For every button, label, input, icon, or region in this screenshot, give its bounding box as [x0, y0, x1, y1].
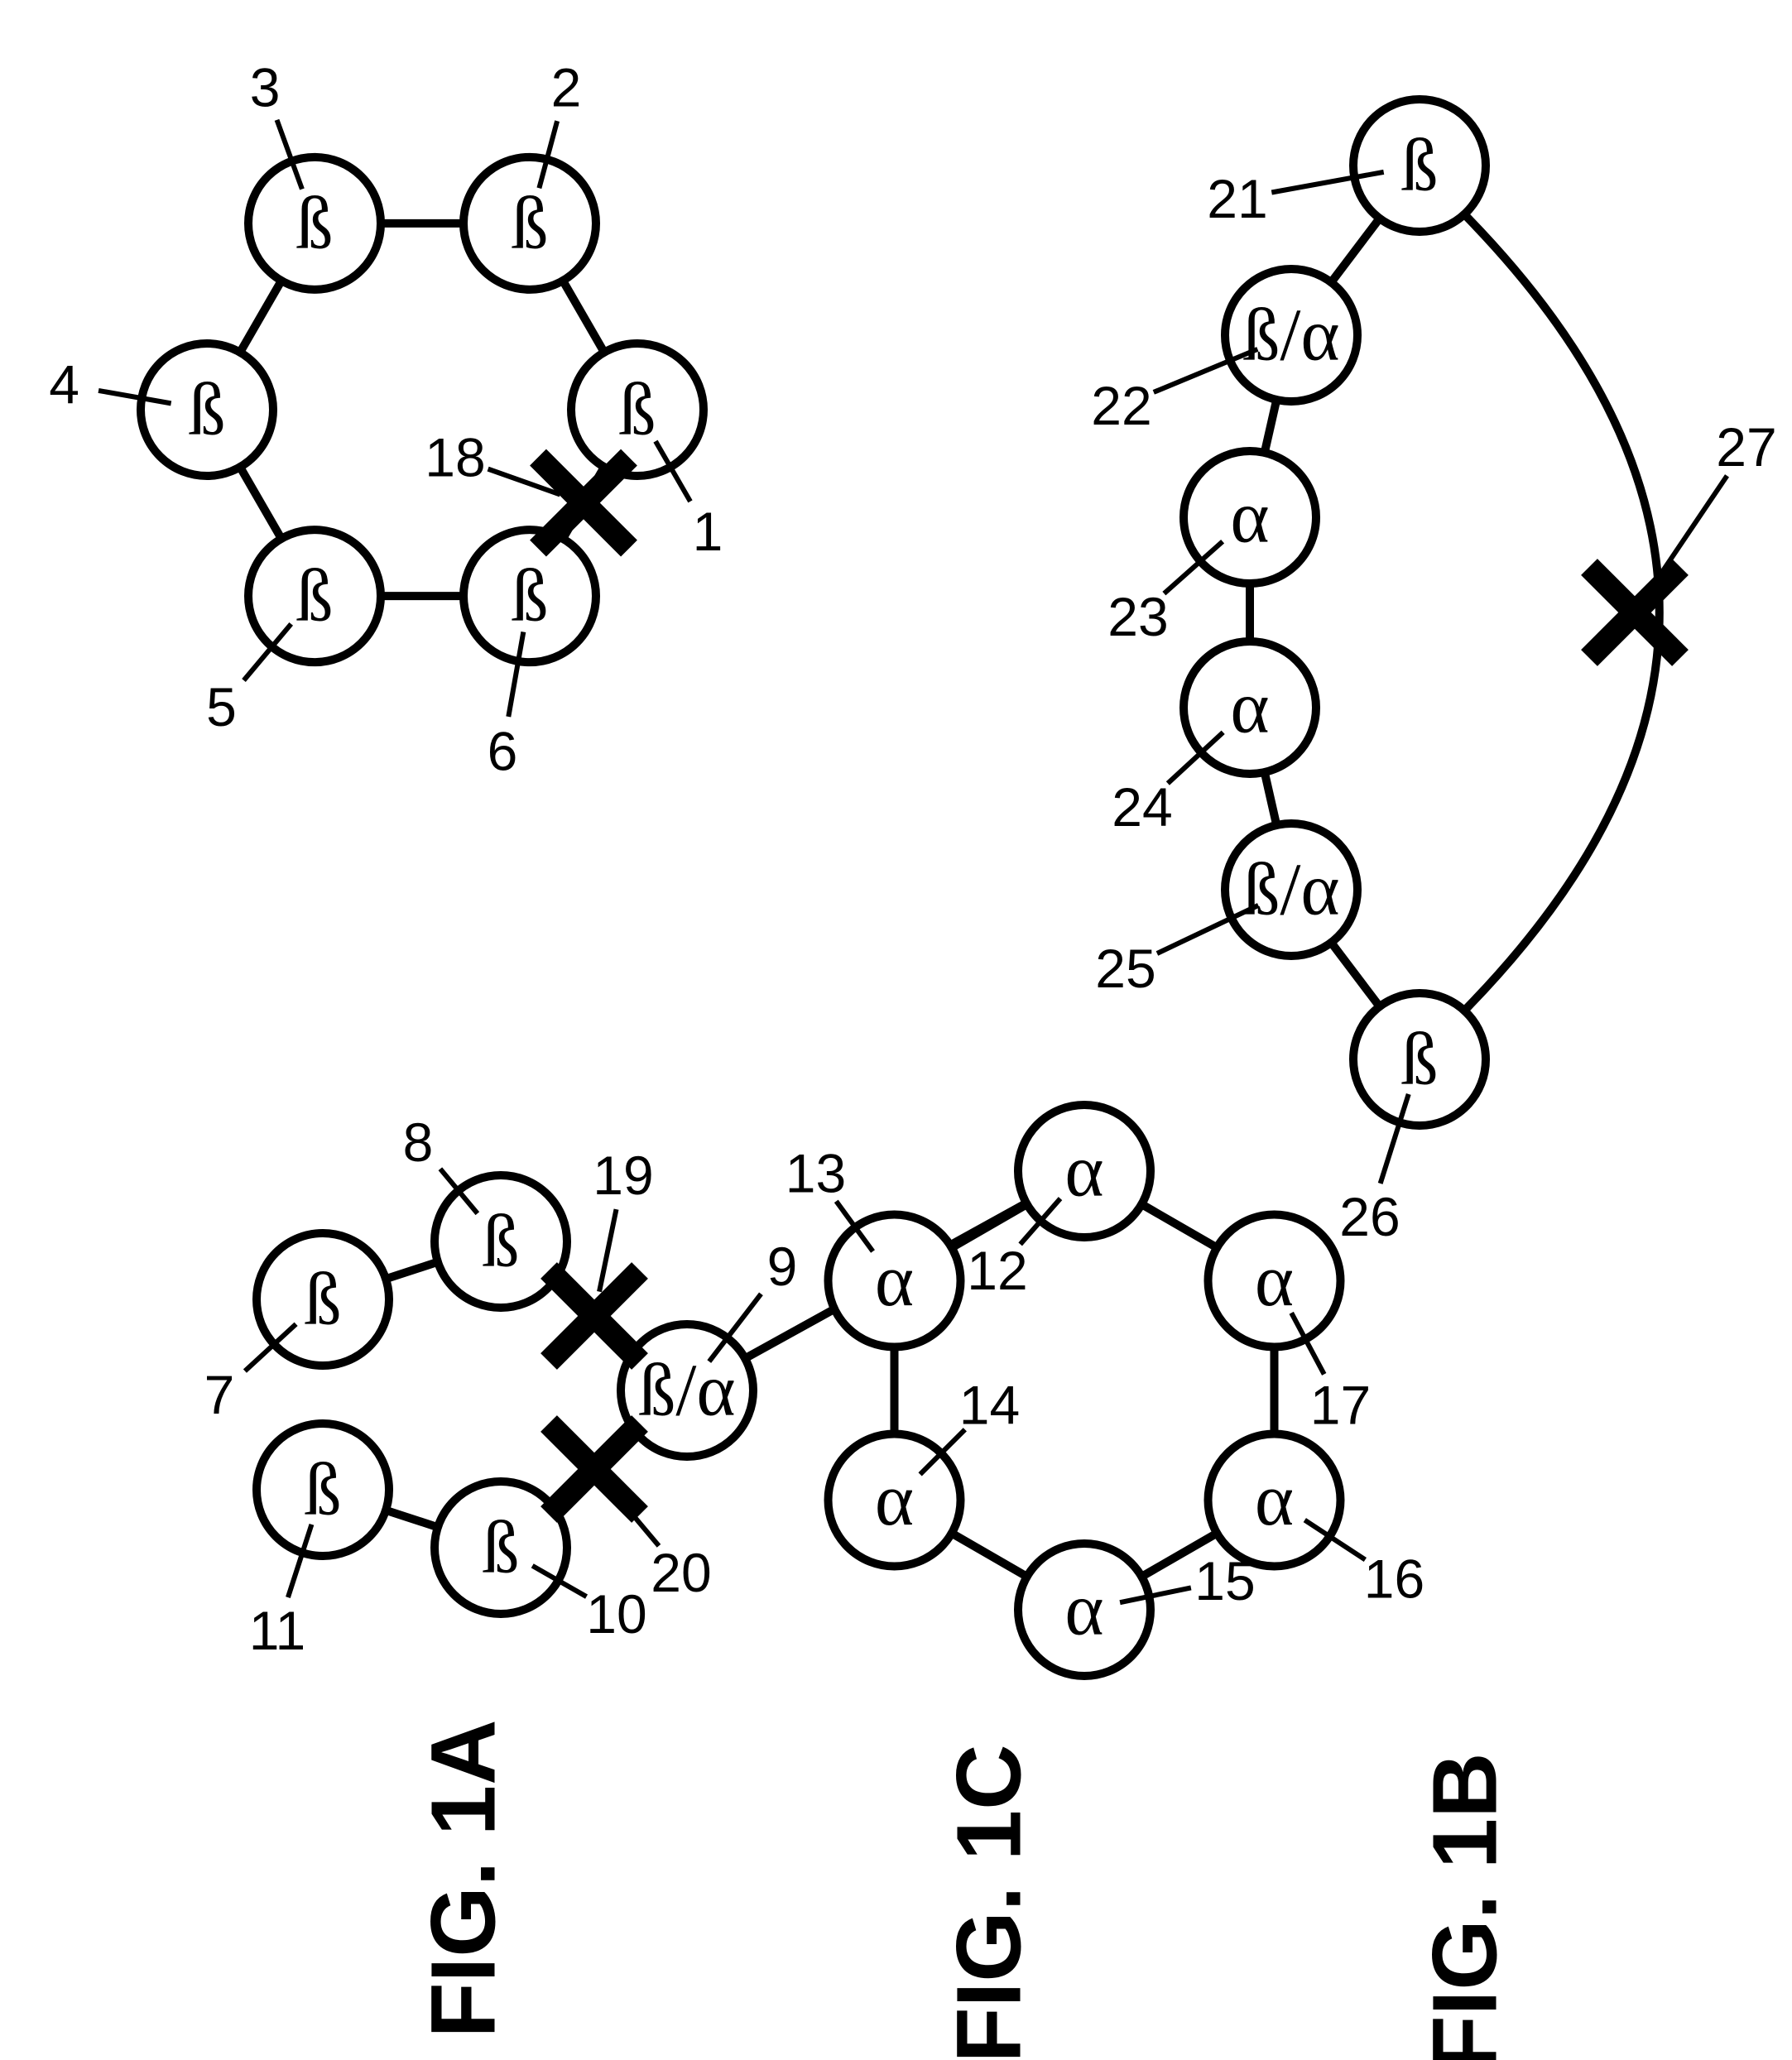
ref-num-11: 11 — [249, 1600, 306, 1661]
ref-num-7: 7 — [204, 1364, 235, 1425]
figB-node-24-label: α — [1230, 667, 1269, 749]
figC-node-10-label: ß — [483, 1507, 520, 1589]
ref-num-25: 25 — [1095, 938, 1155, 999]
edge — [1331, 943, 1380, 1006]
ref-num-6: 6 — [488, 720, 518, 781]
ref-num-24: 24 — [1112, 776, 1172, 838]
ref-num-12: 12 — [967, 1240, 1027, 1301]
fig-c-title: FIG. 1C — [939, 1744, 1040, 2060]
ref-num-10: 10 — [586, 1583, 646, 1645]
edge — [386, 1510, 438, 1527]
ref-num-9: 9 — [767, 1236, 798, 1297]
edge — [240, 467, 281, 539]
figC-node-16-label: α — [1255, 1459, 1294, 1541]
figA-node-4-label: ß — [189, 369, 226, 451]
figC-node-9-label: ß/α — [638, 1350, 735, 1432]
figB-node-23-label: α — [1230, 477, 1269, 559]
edge — [1265, 772, 1277, 825]
figA-node-1-label: ß — [619, 369, 656, 451]
edge — [1331, 218, 1380, 282]
ref-num-2: 2 — [551, 57, 582, 118]
figB-node-26-label: ß — [1401, 1019, 1439, 1101]
figC-node-11-label: ß — [305, 1449, 342, 1531]
ref-num-22: 22 — [1091, 375, 1151, 436]
edge — [240, 281, 281, 353]
fig-b-title: FIG. 1B — [1415, 1752, 1516, 2060]
ref-num-19: 19 — [593, 1145, 653, 1206]
ref-num-26: 26 — [1339, 1186, 1400, 1247]
edge — [563, 281, 604, 353]
ref-num-27: 27 — [1716, 416, 1776, 478]
fig-a-title: FIG. 1A — [413, 1719, 515, 2038]
figA-node-6-label: ß — [512, 555, 549, 637]
figC-node-15-label: α — [1064, 1569, 1103, 1651]
edge — [952, 1534, 1027, 1577]
leader-27 — [1649, 476, 1727, 592]
edge — [1265, 400, 1277, 453]
ref-num-1: 1 — [693, 501, 723, 562]
figC-node-8-label: ß — [483, 1201, 520, 1283]
ref-num-18: 18 — [425, 427, 485, 488]
edge — [1141, 1204, 1217, 1248]
figC-node-14-label: α — [875, 1459, 914, 1541]
figC-node-12-label: α — [1064, 1131, 1103, 1212]
ref-num-20: 20 — [651, 1542, 711, 1603]
ref-num-14: 14 — [959, 1375, 1020, 1436]
ref-num-8: 8 — [403, 1112, 434, 1173]
ref-num-15: 15 — [1194, 1550, 1255, 1611]
ref-num-17: 17 — [1310, 1375, 1371, 1436]
ref-num-13: 13 — [786, 1143, 846, 1204]
ref-num-23: 23 — [1107, 586, 1168, 647]
figC-node-7-label: ß — [305, 1259, 342, 1341]
ref-num-4: 4 — [49, 354, 79, 415]
figA-node-5-label: ß — [296, 555, 334, 637]
edge — [386, 1262, 438, 1279]
leader-19 — [599, 1209, 616, 1291]
ref-num-16: 16 — [1364, 1549, 1424, 1610]
figA-node-2-label: ß — [512, 182, 549, 264]
figB-node-25-label: ß/α — [1242, 849, 1339, 931]
figC-node-17-label: α — [1255, 1240, 1294, 1322]
ref-num-5: 5 — [206, 676, 237, 737]
figB-node-22-label: ß/α — [1242, 295, 1339, 377]
figB-node-21-label: ß — [1401, 125, 1439, 207]
figA-node-3-label: ß — [296, 182, 334, 264]
figC-node-13-label: α — [875, 1240, 914, 1322]
ref-num-21: 21 — [1207, 168, 1267, 229]
ref-num-3: 3 — [250, 56, 281, 118]
